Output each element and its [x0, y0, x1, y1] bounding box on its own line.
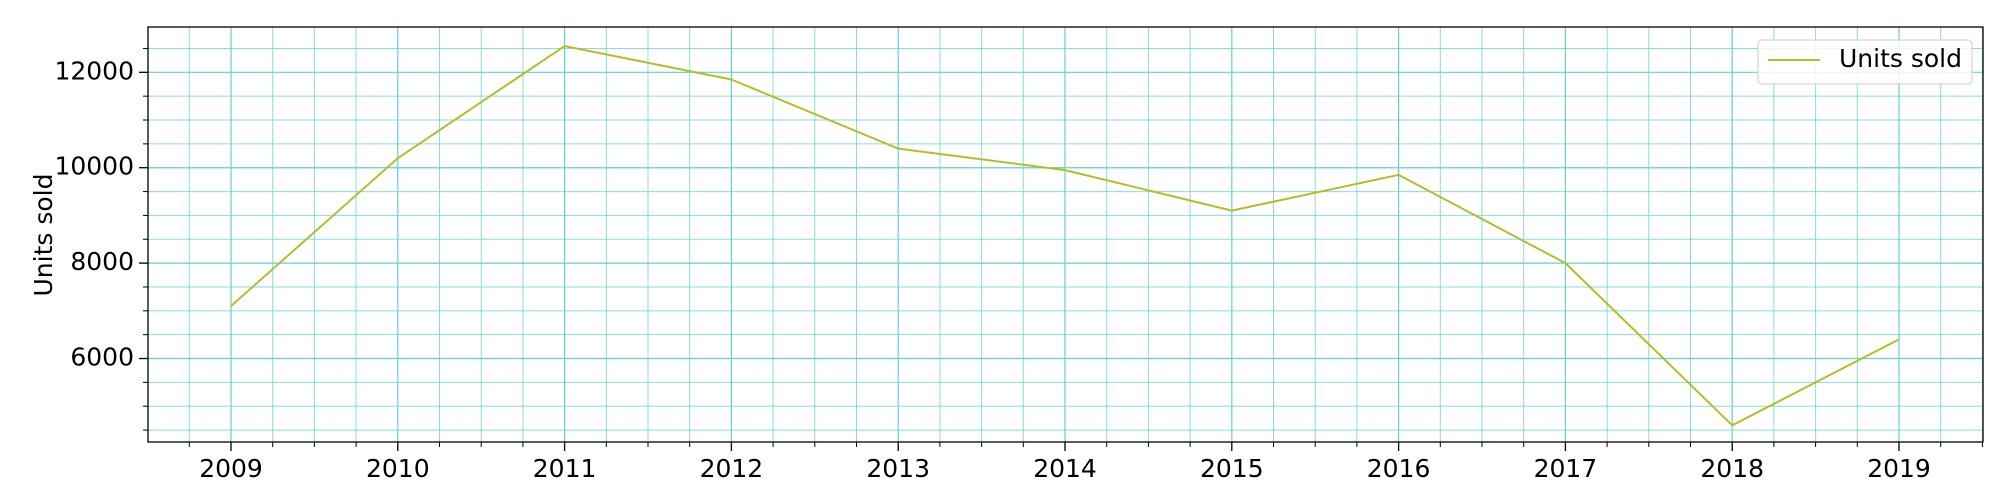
y-tick-label: 8000: [70, 247, 134, 276]
y-axis-title: Units sold: [29, 174, 58, 297]
x-tick-label: 2016: [1367, 454, 1431, 483]
x-tick-label: 2011: [533, 454, 597, 483]
y-tick-labels: 6000 8000 10000 12000: [54, 56, 134, 371]
x-tick-label: 2009: [199, 454, 263, 483]
axis-ticks: [139, 47, 1983, 451]
x-tick-label: 2018: [1700, 454, 1764, 483]
y-tick-label: 10000: [54, 152, 134, 181]
x-tick-label: 2017: [1534, 454, 1598, 483]
series-layer: [230, 45, 1900, 427]
y-tick-label: 12000: [54, 56, 134, 85]
major-grid: [148, 27, 1983, 442]
legend: Units sold: [1757, 39, 1973, 85]
x-tick-label: 2010: [366, 454, 430, 483]
minor-grid: [148, 27, 1983, 442]
series-line-0: [230, 45, 1900, 427]
legend-box: [1757, 39, 1973, 85]
legend-label-units-sold: Units sold: [1839, 44, 1962, 73]
x-tick-label: 2012: [700, 454, 764, 483]
x-tick-label: 2013: [866, 454, 930, 483]
x-tick-label: 2015: [1200, 454, 1264, 483]
x-tick-label: 2019: [1867, 454, 1931, 483]
y-tick-label: 6000: [70, 343, 134, 372]
x-tick-label: 2014: [1033, 454, 1097, 483]
x-tick-labels: 2009 2010 2011 2012 2013 2014 2015 2016 2017 2018…: [199, 454, 1931, 483]
